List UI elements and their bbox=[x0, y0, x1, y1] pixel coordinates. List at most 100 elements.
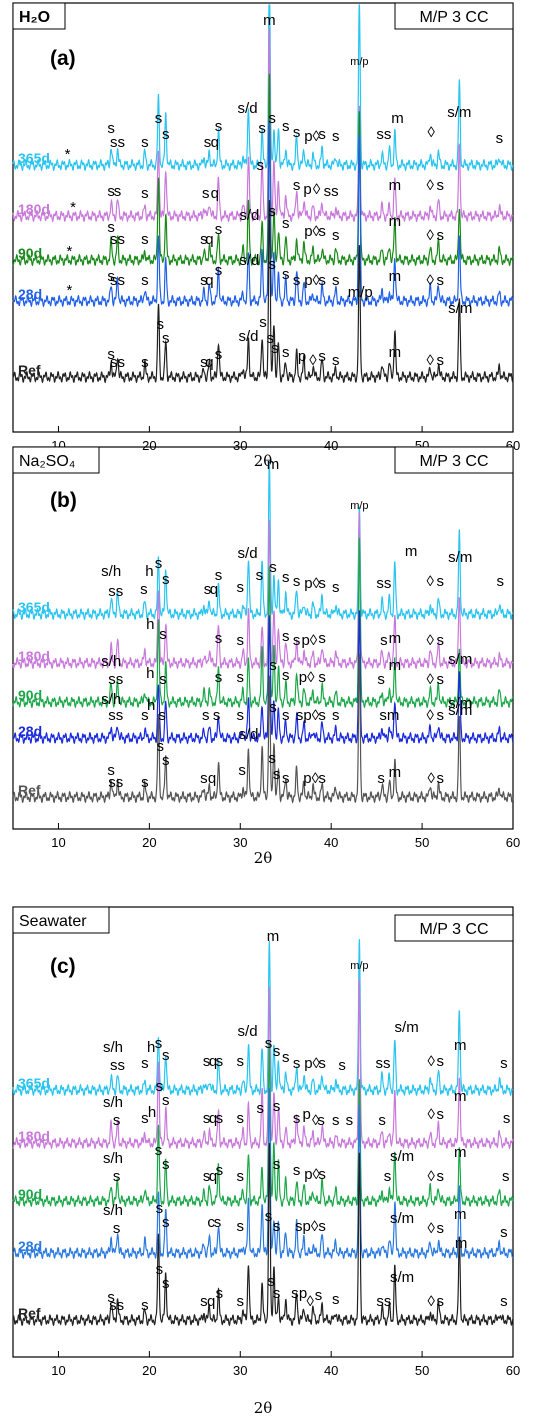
peak-annotation: s bbox=[157, 738, 165, 755]
peak-annotation: s bbox=[258, 120, 266, 137]
peak-annotation: s bbox=[269, 657, 277, 674]
peak-annotation: m/p bbox=[348, 284, 373, 301]
peak-annotation: s bbox=[318, 707, 326, 724]
peak-annotation: s bbox=[293, 124, 301, 141]
peak-annotation: s bbox=[162, 126, 170, 143]
peak-annotation: s bbox=[273, 1285, 281, 1302]
peak-annotation: s bbox=[267, 330, 275, 347]
mix-legend-label: M/P 3 CC bbox=[419, 9, 488, 26]
series-label-28d: 28d bbox=[18, 286, 42, 302]
solution-label: H₂O bbox=[19, 9, 50, 26]
peak-annotation: s bbox=[159, 626, 167, 643]
peak-annotation: s bbox=[273, 1098, 281, 1115]
peak-annotation: s bbox=[237, 1168, 245, 1185]
peak-annotation: s bbox=[141, 354, 149, 371]
peak-annotation: s bbox=[113, 1168, 121, 1185]
peak-annotation: q bbox=[205, 272, 213, 289]
peak-annotation: s/d bbox=[238, 545, 258, 562]
peak-annotation: s/h bbox=[103, 1094, 123, 1111]
peak-annotation: ◊ bbox=[427, 124, 435, 141]
peak-annotation: s bbox=[257, 157, 265, 174]
peak-annotation: s bbox=[259, 314, 267, 331]
peak-annotation: q bbox=[205, 354, 213, 371]
peak-annotation: ◊ bbox=[427, 1106, 435, 1123]
peak-annotation: sp◊ bbox=[296, 707, 320, 724]
peak-annotation: ss bbox=[376, 1055, 391, 1072]
peak-annotation: s bbox=[318, 1218, 326, 1235]
mix-legend-box bbox=[394, 446, 514, 474]
peak-annotation: s bbox=[267, 1273, 275, 1290]
peak-annotation: s bbox=[107, 183, 115, 200]
peak-annotation: s/h bbox=[101, 653, 121, 670]
peak-annotation: s bbox=[202, 707, 210, 724]
peak-annotation: p bbox=[303, 181, 311, 198]
peak-annotation: m bbox=[267, 456, 280, 473]
peak-annotation: ss bbox=[376, 1293, 391, 1310]
peak-annotation: s bbox=[293, 1055, 301, 1072]
peak-annotation: s/h bbox=[103, 1039, 123, 1056]
peak-annotation: m bbox=[389, 630, 402, 647]
peak-annotation: s bbox=[203, 1053, 211, 1070]
peak-annotation: s bbox=[257, 1100, 265, 1117]
peak-annotation: s bbox=[215, 118, 223, 135]
peak-annotation: sp◊ bbox=[295, 1218, 319, 1235]
peak-annotation: m bbox=[267, 928, 280, 945]
peak-annotation: s bbox=[377, 671, 385, 688]
mix-legend-box bbox=[394, 2, 514, 30]
peak-annotation: h bbox=[146, 616, 154, 633]
peak-annotation: s bbox=[237, 579, 245, 596]
peak-annotation: s bbox=[107, 219, 115, 236]
peak-annotation: ◊ bbox=[427, 1053, 435, 1070]
peak-annotation: s bbox=[141, 707, 149, 724]
peak-annotation: s bbox=[237, 1053, 245, 1070]
peak-annotation: s bbox=[200, 1293, 208, 1310]
peak-annotation: s/h bbox=[101, 563, 121, 580]
mix-legend-label: M/P 3 CC bbox=[419, 453, 488, 470]
peak-annotation: s bbox=[162, 1214, 170, 1231]
peak-annotation: s/d bbox=[238, 100, 258, 117]
peak-annotation: s bbox=[338, 1057, 346, 1074]
peak-annotation: p bbox=[299, 1285, 307, 1302]
peak-annotation: s bbox=[293, 272, 301, 289]
peak-annotation: s bbox=[332, 128, 340, 145]
peak-annotation: s bbox=[380, 632, 388, 649]
peak-annotation: m bbox=[454, 1088, 467, 1105]
peak-annotation: s bbox=[271, 340, 279, 357]
peak-annotation: p◊ bbox=[304, 272, 320, 289]
peak-annotation: p◊ bbox=[304, 1166, 320, 1183]
peak-annotation: p◊ bbox=[303, 770, 319, 787]
peak-annotation: s bbox=[318, 1166, 326, 1183]
xrd-pattern-Ref bbox=[12, 200, 514, 384]
peak-annotation: m bbox=[454, 1037, 467, 1054]
plot-frame bbox=[12, 906, 514, 1358]
plot-frame bbox=[12, 2, 514, 433]
xrd-pattern-90d bbox=[12, 537, 514, 709]
peak-annotation: s/m bbox=[447, 104, 471, 121]
peak-annotation: s bbox=[200, 354, 208, 371]
peak-annotation: s/m bbox=[448, 300, 472, 317]
peak-annotation: s bbox=[162, 1047, 170, 1064]
solution-box bbox=[12, 906, 110, 934]
peak-annotation: s bbox=[237, 669, 245, 686]
peak-annotation: m bbox=[389, 764, 402, 781]
peak-annotation: s bbox=[318, 272, 326, 289]
peak-annotation: s bbox=[332, 1291, 340, 1308]
peak-annotation: s bbox=[502, 1168, 510, 1185]
solution-label: Seawater bbox=[19, 913, 87, 930]
peak-annotation: s bbox=[155, 555, 163, 572]
peak-annotation: s bbox=[156, 1078, 164, 1095]
peak-annotation: s bbox=[282, 628, 290, 645]
xrd-pattern-180d bbox=[12, 978, 514, 1150]
peak-annotation: ◊ bbox=[427, 671, 435, 688]
peak-annotation: s bbox=[237, 1110, 245, 1127]
peak-annotation: s bbox=[437, 770, 445, 787]
peak-annotation: s bbox=[159, 671, 167, 688]
peak-annotation: s bbox=[141, 272, 149, 289]
x-tick-label: 40 bbox=[324, 438, 338, 453]
peak-annotation: s bbox=[318, 126, 326, 143]
peak-annotation: s bbox=[318, 669, 326, 686]
peak-annotation: s bbox=[162, 571, 170, 588]
peak-annotation: q bbox=[208, 770, 216, 787]
peak-annotation: s bbox=[318, 1055, 326, 1072]
peak-annotation: s bbox=[216, 1285, 224, 1302]
